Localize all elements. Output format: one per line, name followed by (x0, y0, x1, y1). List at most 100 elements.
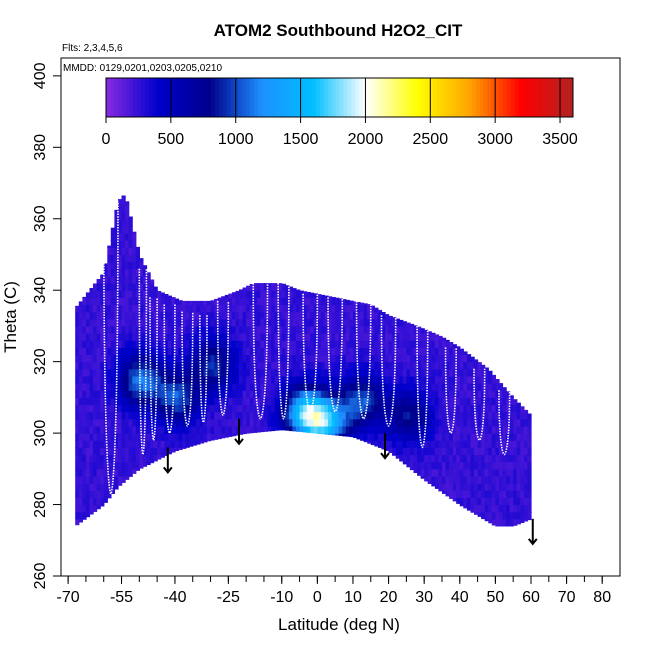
heatmap-cell (199, 368, 205, 377)
heatmap-cell (491, 511, 496, 520)
heatmap-cell (395, 318, 400, 320)
heatmap-cell (132, 426, 137, 434)
heatmap-cell (338, 318, 343, 327)
heatmap-cell (235, 368, 240, 377)
heatmap-cell (406, 461, 411, 468)
heatmap-cell (324, 347, 329, 356)
heatmap-cell (427, 347, 432, 356)
heatmap-cell (110, 297, 115, 306)
heatmap-cell (146, 290, 151, 298)
heatmap-cell (203, 375, 208, 384)
heatmap-cell (78, 383, 83, 391)
heatmap-cell (271, 404, 276, 413)
heatmap-cell (271, 347, 276, 356)
heatmap-cell (182, 383, 187, 391)
heatmap-cell (470, 411, 475, 420)
heatmap-cell (299, 354, 304, 363)
heatmap-cell (132, 433, 137, 441)
heatmap-cell (452, 344, 457, 348)
heatmap-cell (150, 397, 155, 406)
heatmap-cell (285, 368, 290, 377)
heatmap-cell (306, 304, 311, 313)
heatmap-cell (342, 390, 347, 398)
heatmap-cell (239, 390, 244, 398)
heatmap-cell (93, 333, 98, 341)
heatmap-cell (132, 468, 137, 474)
heatmap-cell (150, 297, 155, 306)
heatmap-cell (217, 304, 222, 313)
heatmap-cell (150, 440, 155, 448)
heatmap-cell (121, 433, 126, 441)
heatmap-cell (388, 404, 393, 413)
heatmap-cell (406, 361, 411, 370)
heatmap-cell (356, 311, 361, 320)
heatmap-cell (509, 511, 514, 520)
heatmap-cell (221, 311, 226, 320)
heatmap-cell (466, 433, 472, 441)
heatmap-cell (513, 454, 518, 463)
heatmap-cell (392, 325, 397, 334)
heatmap-cell (203, 304, 208, 313)
heatmap-cell (100, 483, 105, 491)
heatmap-cell (171, 318, 176, 327)
heatmap-cell (128, 275, 133, 284)
heatmap-cell (256, 397, 261, 406)
heatmap-cell (256, 354, 261, 363)
heatmap-cell (107, 290, 112, 298)
heatmap-cell (360, 302, 365, 306)
heatmap-cell (107, 368, 112, 377)
heatmap-cell (132, 283, 137, 291)
heatmap-cell (89, 361, 94, 370)
heatmap-cell (78, 461, 83, 470)
heatmap-cell (317, 340, 322, 348)
heatmap-cell (89, 288, 94, 291)
heatmap-cell (381, 375, 386, 384)
heatmap-cell (146, 440, 151, 448)
heatmap-cell (274, 368, 279, 377)
heatmap-cell (356, 340, 361, 348)
heatmap-cell (107, 468, 112, 477)
heatmap-cell (203, 354, 208, 363)
heatmap-cell (89, 347, 94, 356)
heatmap-cell (459, 426, 464, 434)
heatmap-cell (502, 418, 507, 427)
heatmap-cell (249, 325, 254, 334)
heatmap-cell (388, 411, 393, 420)
colorbar-tick-label: 3000 (477, 131, 513, 148)
colorbar-swatch (133, 78, 138, 117)
heatmap-cell (313, 311, 318, 320)
heatmap-cell (498, 404, 504, 413)
heatmap-cell (153, 361, 158, 370)
heatmap-cell (267, 426, 272, 432)
heatmap-cell (449, 476, 454, 484)
heatmap-cell (303, 354, 308, 363)
heatmap-cell (256, 368, 261, 377)
heatmap-cell (89, 483, 94, 491)
heatmap-cell (110, 390, 115, 398)
heatmap-cell (392, 426, 397, 434)
heatmap-cell (267, 354, 272, 363)
heatmap-cell (271, 297, 276, 306)
heatmap-cell (217, 297, 222, 306)
heatmap-cell (231, 325, 237, 334)
heatmap-cell (189, 418, 194, 427)
heatmap-cell (385, 333, 390, 341)
heatmap-cell (495, 426, 500, 434)
heatmap-cell (377, 325, 383, 334)
heatmap-cell (89, 418, 94, 427)
heatmap-cell (481, 511, 486, 520)
heatmap-cell (442, 340, 447, 348)
heatmap-cell (93, 361, 98, 370)
heatmap-cell (484, 468, 489, 477)
heatmap-cell (296, 397, 301, 406)
heatmap-cell (146, 340, 151, 348)
heatmap-cell (296, 418, 301, 427)
heatmap-cell (413, 325, 418, 334)
heatmap-cell (470, 497, 475, 506)
heatmap-cell (292, 325, 297, 334)
heatmap-cell (377, 309, 383, 313)
heatmap-cell (85, 418, 91, 427)
heatmap-cell (513, 490, 518, 498)
heatmap-cell (402, 354, 407, 363)
heatmap-cell (324, 304, 329, 313)
